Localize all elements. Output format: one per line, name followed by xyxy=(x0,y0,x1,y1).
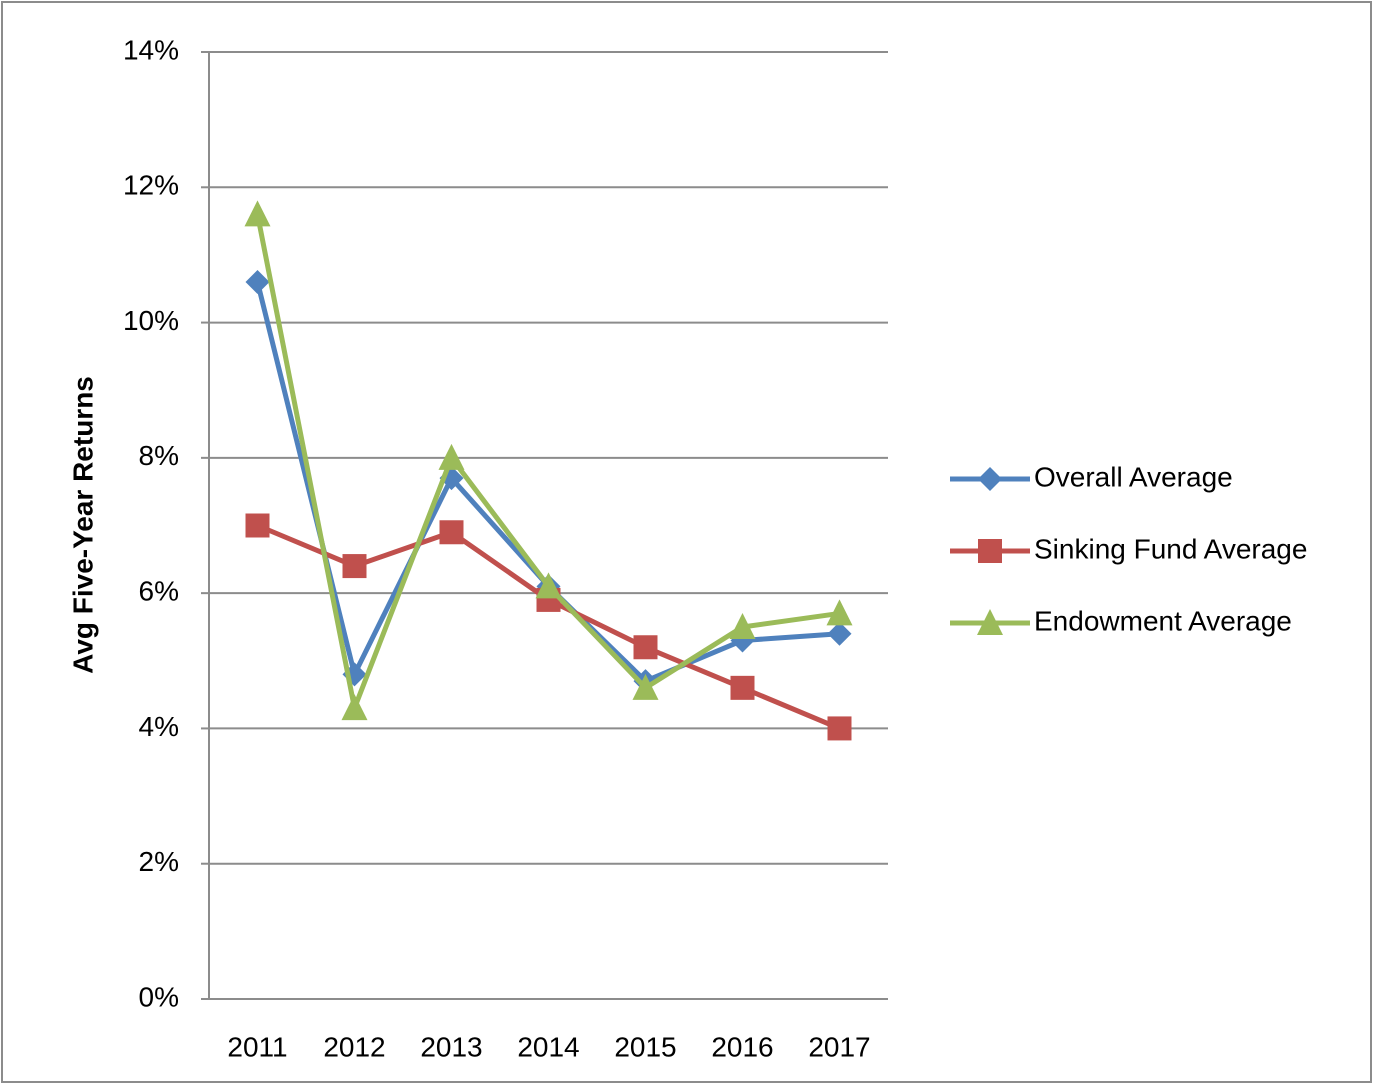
x-tick-label: 2013 xyxy=(420,1031,482,1062)
x-tick-label: 2017 xyxy=(808,1031,870,1062)
x-tick-label: 2016 xyxy=(711,1031,773,1062)
y-tick-label: 14% xyxy=(123,34,179,65)
y-axis-title: Avg Five-Year Returns xyxy=(67,376,98,674)
y-tick-label: 6% xyxy=(139,576,179,607)
marker xyxy=(633,635,658,660)
x-tick-label: 2015 xyxy=(614,1031,676,1062)
marker xyxy=(342,554,367,579)
marker xyxy=(341,694,368,721)
legend-label: Overall Average xyxy=(1034,461,1233,492)
y-tick-label: 2% xyxy=(139,846,179,877)
marker xyxy=(827,621,852,646)
marker xyxy=(978,539,1002,563)
marker xyxy=(827,716,852,741)
marker xyxy=(438,443,465,470)
y-tick-label: 4% xyxy=(139,711,179,742)
marker xyxy=(244,200,271,227)
marker xyxy=(245,513,270,538)
y-tick-label: 10% xyxy=(123,305,179,336)
marker xyxy=(535,572,562,599)
marker xyxy=(826,599,853,626)
legend-label: Endowment Average xyxy=(1034,605,1292,636)
marker xyxy=(729,612,756,639)
x-tick-label: 2011 xyxy=(227,1031,287,1062)
marker xyxy=(977,609,1003,635)
x-tick-label: 2012 xyxy=(323,1031,385,1062)
legend-label: Sinking Fund Average xyxy=(1034,533,1307,564)
marker xyxy=(978,467,1002,491)
y-tick-label: 12% xyxy=(123,170,179,201)
marker xyxy=(632,673,659,700)
y-tick-label: 8% xyxy=(139,440,179,471)
marker xyxy=(245,269,270,294)
marker xyxy=(439,520,464,545)
x-tick-label: 2014 xyxy=(517,1031,579,1062)
marker xyxy=(730,675,755,700)
y-tick-label: 0% xyxy=(139,981,179,1012)
